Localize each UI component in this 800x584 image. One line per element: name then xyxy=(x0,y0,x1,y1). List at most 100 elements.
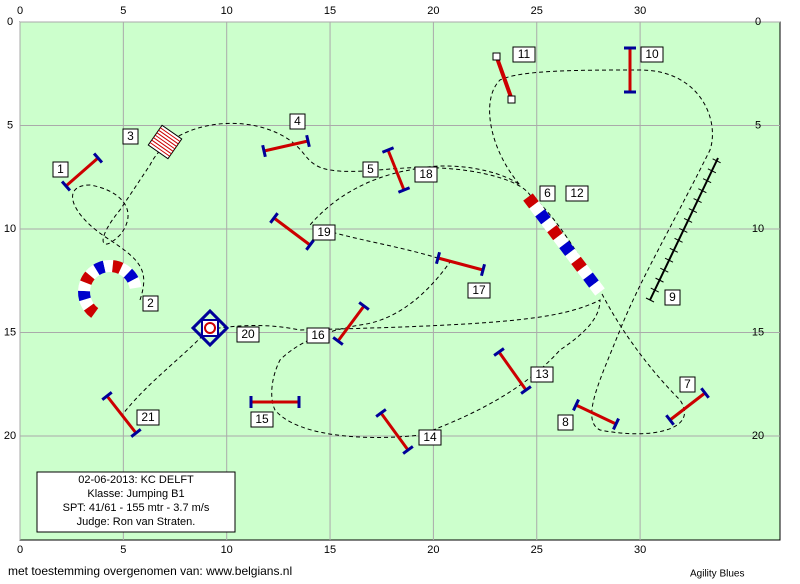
tire xyxy=(495,57,514,101)
tunnel-segment xyxy=(559,240,575,257)
jump-post xyxy=(435,251,441,265)
long-jump-plank xyxy=(153,137,174,152)
label-box xyxy=(557,414,574,431)
dog-walk-slat xyxy=(669,247,679,253)
jump-post xyxy=(402,445,414,455)
tire-end xyxy=(507,95,516,104)
obstacle-label: 21 xyxy=(141,410,155,424)
tunnel-segment xyxy=(529,201,545,217)
label-box xyxy=(312,224,336,241)
y-tick-label: 20 xyxy=(752,430,764,442)
jump-bar xyxy=(273,216,311,247)
jump-post xyxy=(375,408,387,418)
tunnel-segment xyxy=(547,225,563,241)
dog-walk-slat xyxy=(679,227,688,233)
jump-post xyxy=(381,146,395,154)
dog-walk-slat xyxy=(655,277,664,283)
obstacle-label: 5 xyxy=(367,162,374,176)
y-tick-label: 5 xyxy=(755,119,761,131)
obstacle-label: 2 xyxy=(147,296,154,310)
tunnel-segment xyxy=(111,260,124,274)
obstacle-label: 1 xyxy=(57,162,64,176)
tunnel-segment xyxy=(523,193,539,209)
dog-walk-slat xyxy=(693,198,702,204)
tunnel-segment xyxy=(127,277,142,290)
jump-bar xyxy=(263,139,309,153)
dog-walk-slat xyxy=(688,208,698,213)
jump-post xyxy=(92,152,104,164)
obstacle-label: 4 xyxy=(294,114,301,128)
x-tick-label: 25 xyxy=(531,5,543,17)
info-line: SPT: 41/61 - 155 mtr - 3.7 m/s xyxy=(63,502,210,514)
jump-post xyxy=(572,398,580,412)
label-box xyxy=(236,326,260,343)
tunnel-segment xyxy=(102,260,114,273)
label-box xyxy=(512,46,536,63)
obstacle-label: 18 xyxy=(419,167,433,181)
credit: met toestemming overgenomen van: www.bel… xyxy=(8,564,292,578)
table-mark xyxy=(204,322,216,334)
long-jump-plank xyxy=(160,127,181,142)
jump-bar xyxy=(437,256,484,272)
jump-post xyxy=(60,180,72,192)
x-tick-label: 30 xyxy=(634,5,646,17)
x-tick-label: 5 xyxy=(120,5,126,17)
x-tick-label: 20 xyxy=(427,544,439,556)
y-tick-label: 0 xyxy=(7,16,13,28)
dog-walk-slat xyxy=(650,287,659,293)
obstacle-label: 10 xyxy=(645,47,659,61)
y-tick-label: 10 xyxy=(752,223,764,235)
jump-bar xyxy=(336,305,366,342)
x-tick-label: 15 xyxy=(324,544,336,556)
jump-post xyxy=(130,428,142,438)
tunnel-segment xyxy=(78,280,92,292)
tunnel-segment xyxy=(541,217,557,233)
obstacle-label: 11 xyxy=(518,47,531,61)
obstacle-label: 6 xyxy=(544,186,551,200)
label-box xyxy=(289,113,306,130)
label-box xyxy=(565,185,589,202)
dog-walk-slat xyxy=(674,237,683,243)
course-path xyxy=(72,69,713,438)
obstacle-label: 15 xyxy=(255,412,269,426)
jump-post xyxy=(665,414,675,426)
label-box xyxy=(306,327,330,344)
label-box xyxy=(664,289,681,306)
dog-walk-slat xyxy=(712,158,721,164)
obstacle-label: 16 xyxy=(311,328,325,342)
jump-post xyxy=(520,385,532,395)
dog-walk-slat xyxy=(683,218,693,223)
tunnel-segment xyxy=(83,303,99,318)
tunnel-segment xyxy=(79,297,94,311)
brand: Agility Blues xyxy=(690,569,744,580)
jump-post xyxy=(493,347,505,357)
tunnel-segment xyxy=(80,271,95,286)
jump-post xyxy=(397,186,411,194)
dog-walk-slat xyxy=(707,168,717,174)
long-jump-plank xyxy=(158,129,179,145)
long-jump xyxy=(147,124,183,160)
jump-bar xyxy=(386,149,406,191)
tunnel-segment xyxy=(577,264,593,280)
jump-post xyxy=(612,417,620,431)
info-box xyxy=(36,471,236,533)
jump-post xyxy=(332,336,344,346)
obstacle-label: 20 xyxy=(241,327,255,341)
x-tick-label: 20 xyxy=(427,5,439,17)
label-box xyxy=(530,366,554,383)
label-box xyxy=(467,282,491,299)
dog-walk-slat xyxy=(702,178,712,184)
long-jump-plank xyxy=(156,132,177,147)
label-box xyxy=(640,46,664,63)
tunnel-segment xyxy=(535,209,551,225)
long-jump-plank xyxy=(154,134,176,150)
x-tick-label: 15 xyxy=(324,5,336,17)
obstacle-label: 3 xyxy=(127,129,134,143)
label-box xyxy=(52,161,69,178)
tunnel-segment xyxy=(583,272,599,288)
x-tick-label: 30 xyxy=(634,544,646,556)
x-tick-label: 0 xyxy=(17,544,23,556)
y-tick-label: 15 xyxy=(4,326,16,338)
